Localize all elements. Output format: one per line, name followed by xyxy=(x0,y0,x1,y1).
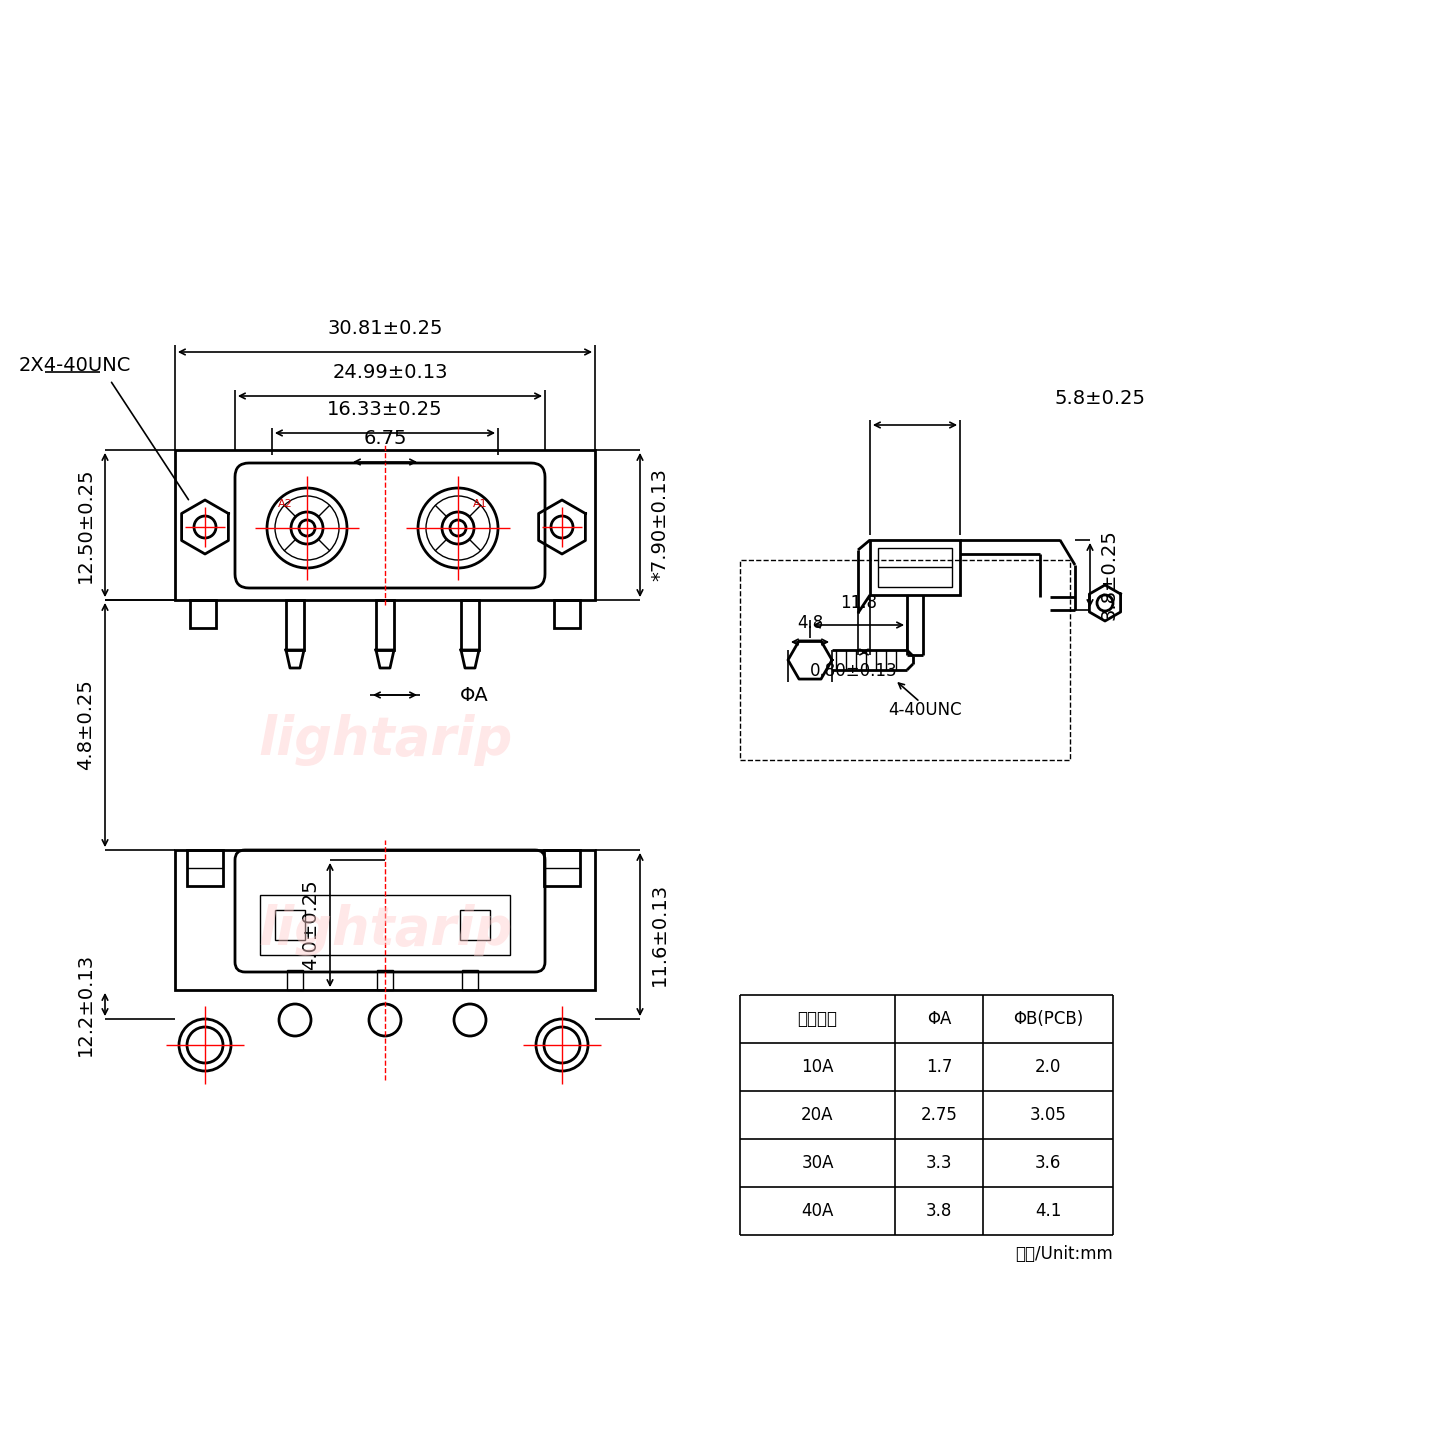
Text: 4.1: 4.1 xyxy=(1035,1202,1061,1220)
Text: 40A: 40A xyxy=(801,1202,834,1220)
Text: 11.6±0.13: 11.6±0.13 xyxy=(649,883,670,986)
Text: ΦA: ΦA xyxy=(927,1009,952,1028)
Bar xyxy=(377,971,393,991)
Bar xyxy=(462,971,478,991)
Text: 2X4-40UNC: 2X4-40UNC xyxy=(19,356,131,374)
Bar xyxy=(275,910,305,940)
Text: 11.8: 11.8 xyxy=(840,595,877,612)
Text: 2.0: 2.0 xyxy=(1035,1058,1061,1076)
Text: 3.8: 3.8 xyxy=(926,1202,952,1220)
Text: 0.80±0.13: 0.80±0.13 xyxy=(811,662,897,680)
Polygon shape xyxy=(376,649,395,668)
Text: 2.75: 2.75 xyxy=(920,1106,958,1125)
Bar xyxy=(176,850,595,991)
Text: 4.8: 4.8 xyxy=(796,613,824,632)
Text: 24.99±0.13: 24.99±0.13 xyxy=(333,363,448,382)
Text: 20A: 20A xyxy=(801,1106,834,1125)
Text: A1: A1 xyxy=(472,500,487,508)
Bar xyxy=(544,850,580,886)
Bar xyxy=(190,600,216,628)
Text: 6.75: 6.75 xyxy=(363,429,406,448)
Text: 3.3: 3.3 xyxy=(926,1153,952,1172)
Bar xyxy=(287,971,302,991)
Text: 额定电流: 额定电流 xyxy=(798,1009,838,1028)
Text: 5.8±0.25: 5.8±0.25 xyxy=(1054,389,1145,408)
Bar xyxy=(459,910,490,940)
Text: 30A: 30A xyxy=(801,1153,834,1172)
Text: ΦA: ΦA xyxy=(459,685,488,704)
Text: 30.81±0.25: 30.81±0.25 xyxy=(327,320,442,338)
Bar xyxy=(187,850,223,886)
Text: *7.90±0.13: *7.90±0.13 xyxy=(649,468,670,582)
Bar xyxy=(376,600,395,649)
Text: ΦB(PCB): ΦB(PCB) xyxy=(1012,1009,1083,1028)
Bar xyxy=(176,449,595,600)
Text: 4-40UNC: 4-40UNC xyxy=(888,701,962,719)
Text: 10A: 10A xyxy=(801,1058,834,1076)
Text: lightarip: lightarip xyxy=(258,904,513,956)
Text: 16.33±0.25: 16.33±0.25 xyxy=(327,400,444,419)
Bar xyxy=(878,549,952,588)
Text: 4.0±0.25: 4.0±0.25 xyxy=(301,880,320,971)
Text: lightarip: lightarip xyxy=(258,714,513,766)
Bar xyxy=(261,896,510,955)
Polygon shape xyxy=(461,649,480,668)
Bar xyxy=(554,600,580,628)
Polygon shape xyxy=(287,649,304,668)
Text: 12.2±0.13: 12.2±0.13 xyxy=(76,953,95,1056)
Text: 3.6: 3.6 xyxy=(1035,1153,1061,1172)
Text: 12.50±0.25: 12.50±0.25 xyxy=(76,467,95,583)
Text: 3.8±0.25: 3.8±0.25 xyxy=(1100,530,1119,621)
Bar xyxy=(461,600,480,649)
Bar xyxy=(740,560,1070,760)
Text: 1.7: 1.7 xyxy=(926,1058,952,1076)
Text: A2: A2 xyxy=(278,500,292,508)
Text: 3.05: 3.05 xyxy=(1030,1106,1067,1125)
Text: 单位/Unit:mm: 单位/Unit:mm xyxy=(1015,1246,1113,1263)
Bar xyxy=(870,540,960,595)
Text: 4.8±0.25: 4.8±0.25 xyxy=(76,680,95,770)
Bar xyxy=(287,600,304,649)
